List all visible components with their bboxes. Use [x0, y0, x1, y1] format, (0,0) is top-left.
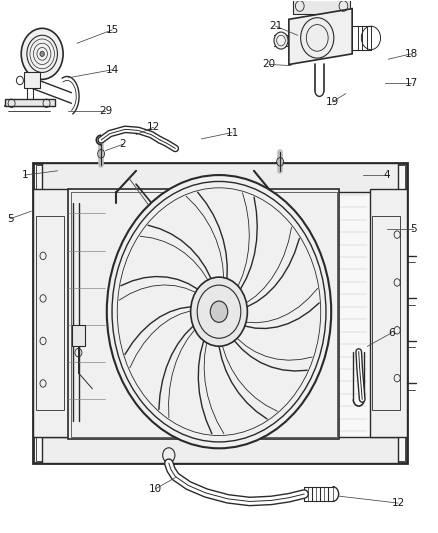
- Text: 15: 15: [106, 25, 119, 35]
- Text: 20: 20: [263, 60, 276, 69]
- Bar: [42, 163, 398, 192]
- Circle shape: [107, 175, 331, 448]
- Text: 5: 5: [410, 224, 417, 235]
- Circle shape: [21, 28, 63, 79]
- Bar: [68, 189, 339, 439]
- Text: 4: 4: [384, 170, 390, 180]
- Text: 17: 17: [404, 78, 418, 88]
- Bar: [370, 189, 407, 437]
- Bar: [33, 163, 407, 463]
- Text: 1: 1: [21, 170, 28, 180]
- Text: 11: 11: [226, 127, 239, 138]
- Text: 2: 2: [120, 139, 126, 149]
- Bar: [35, 165, 405, 461]
- Bar: [72, 325, 85, 346]
- Text: 29: 29: [99, 106, 112, 116]
- Text: 21: 21: [269, 21, 283, 31]
- Polygon shape: [5, 99, 55, 106]
- Bar: [71, 192, 337, 437]
- Circle shape: [300, 18, 334, 58]
- Text: 12: 12: [392, 498, 405, 508]
- Text: 18: 18: [404, 49, 418, 59]
- Bar: [293, 0, 350, 14]
- Circle shape: [210, 301, 228, 322]
- Text: 12: 12: [147, 122, 160, 132]
- Circle shape: [191, 277, 247, 346]
- Bar: [35, 216, 64, 410]
- Circle shape: [274, 32, 288, 49]
- Bar: [33, 189, 71, 437]
- Text: 10: 10: [149, 484, 162, 494]
- Polygon shape: [24, 72, 40, 88]
- Polygon shape: [289, 9, 352, 64]
- Text: 5: 5: [7, 214, 14, 224]
- Text: 14: 14: [106, 65, 119, 75]
- Text: 19: 19: [326, 96, 339, 107]
- Text: 6: 6: [388, 328, 395, 338]
- Bar: [372, 216, 400, 410]
- Circle shape: [40, 51, 44, 56]
- Bar: [42, 437, 398, 463]
